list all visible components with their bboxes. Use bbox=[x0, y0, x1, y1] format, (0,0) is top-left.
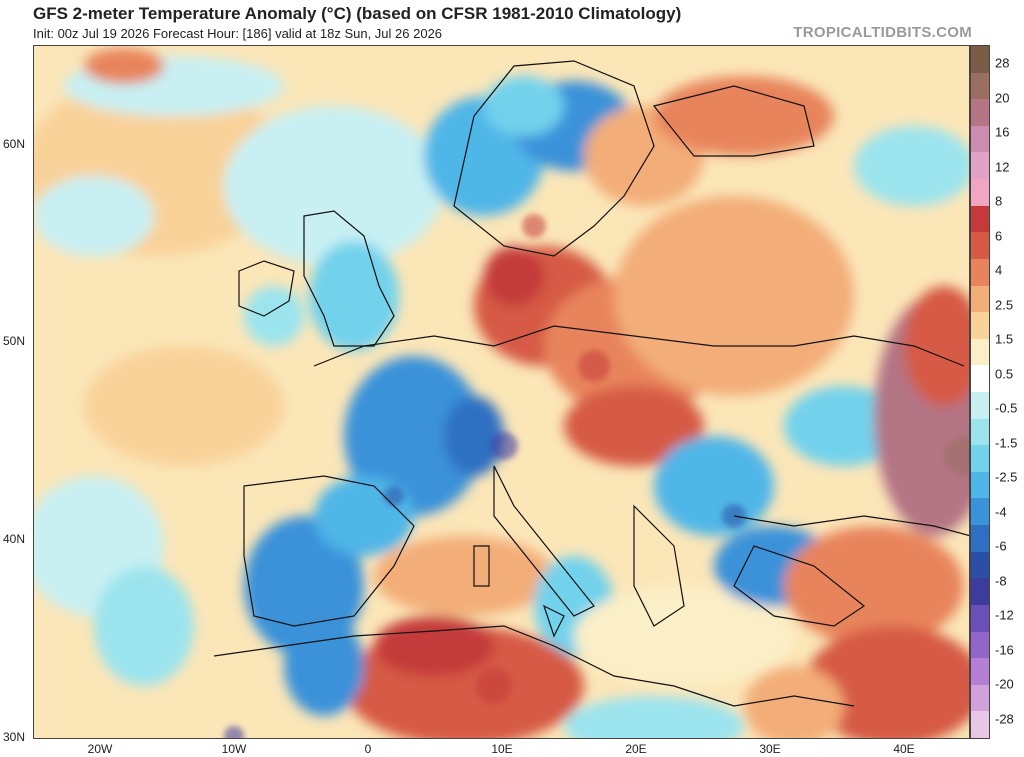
lon-label-0: 0 bbox=[364, 742, 372, 756]
colorbar-swatch bbox=[971, 471, 989, 499]
brand-watermark: TROPICALTIDBITS.COM bbox=[793, 24, 972, 41]
colorbar-tick-label: -16 bbox=[995, 642, 1014, 658]
colorbar-tick-label: 28 bbox=[995, 55, 1010, 71]
colorbar-swatch bbox=[971, 631, 989, 659]
lat-label-60n: 60N bbox=[3, 137, 26, 151]
colorbar-swatch bbox=[971, 551, 989, 579]
colorbar-swatch bbox=[971, 285, 989, 313]
colorbar-tick-label: 16 bbox=[995, 124, 1010, 140]
colorbar-swatch bbox=[971, 338, 989, 366]
colorbar-tick-label: 12 bbox=[995, 159, 1010, 175]
colorbar-swatch bbox=[971, 99, 989, 127]
colorbar-swatch bbox=[971, 578, 989, 606]
colorbar-swatch bbox=[971, 232, 989, 260]
colorbar-swatch bbox=[971, 46, 989, 74]
lon-label-10w: 10W bbox=[221, 742, 247, 756]
lon-label-40e: 40E bbox=[893, 742, 915, 756]
colorbar-tick-label: 4 bbox=[995, 262, 1003, 278]
anomaly-map bbox=[33, 45, 970, 739]
map-subtitle: Init: 00z Jul 19 2026 Forecast Hour: [18… bbox=[33, 26, 443, 41]
lon-label-10e: 10E bbox=[491, 742, 513, 756]
lon-label-20w: 20W bbox=[87, 742, 113, 756]
anomaly-field bbox=[34, 48, 969, 738]
colorbar-tick-label: 8 bbox=[995, 193, 1003, 209]
colorbar-tick-label: 6 bbox=[995, 228, 1003, 244]
colorbar-swatch bbox=[971, 604, 989, 633]
colorbar-swatch bbox=[971, 152, 989, 180]
map-canvas bbox=[34, 46, 969, 738]
colorbar-tick-label: 20 bbox=[995, 90, 1010, 106]
colorbar-tick-label: 2.5 bbox=[995, 297, 1014, 313]
colorbar bbox=[970, 45, 990, 739]
lat-label-30n: 30N bbox=[3, 730, 26, 744]
colorbar-swatch bbox=[971, 365, 989, 393]
colorbar-swatch bbox=[971, 498, 989, 526]
colorbar-tick-label: -20 bbox=[995, 676, 1014, 692]
colorbar-swatch bbox=[971, 525, 989, 553]
lon-label-30e: 30E bbox=[759, 742, 781, 756]
colorbar-swatch bbox=[971, 445, 989, 473]
colorbar-swatch bbox=[971, 205, 989, 233]
colorbar-swatch bbox=[971, 418, 989, 446]
colorbar-tick-label: -6 bbox=[995, 538, 1007, 554]
colorbar-swatch bbox=[971, 312, 989, 340]
colorbar-tick-label: -8 bbox=[995, 573, 1007, 589]
colorbar-swatch bbox=[971, 258, 989, 287]
lat-label-40n: 40N bbox=[3, 532, 26, 546]
colorbar-tick-label: -0.5 bbox=[995, 400, 1018, 416]
lon-label-20e: 20E bbox=[625, 742, 647, 756]
colorbar-tick-label: -4 bbox=[995, 504, 1007, 520]
colorbar-tick-label: -28 bbox=[995, 711, 1014, 727]
colorbar-swatch bbox=[971, 658, 989, 686]
colorbar-tick-label: 0.5 bbox=[995, 366, 1014, 382]
colorbar-tick-label: -2.5 bbox=[995, 469, 1018, 485]
colorbar-swatch bbox=[971, 72, 989, 100]
colorbar-swatch bbox=[971, 684, 989, 712]
colorbar-swatch bbox=[971, 711, 989, 739]
colorbar-swatch bbox=[971, 125, 989, 153]
lat-label-50n: 50N bbox=[3, 334, 26, 348]
coastlines bbox=[213, 60, 969, 707]
colorbar-swatch bbox=[971, 179, 989, 207]
colorbar-tick-label: -1.5 bbox=[995, 435, 1018, 451]
colorbar-tick-label: -12 bbox=[995, 607, 1014, 623]
map-title: GFS 2-meter Temperature Anomaly (°C) (ba… bbox=[33, 4, 682, 23]
colorbar-tick-label: 1.5 bbox=[995, 331, 1014, 347]
colorbar-swatch bbox=[971, 392, 989, 420]
